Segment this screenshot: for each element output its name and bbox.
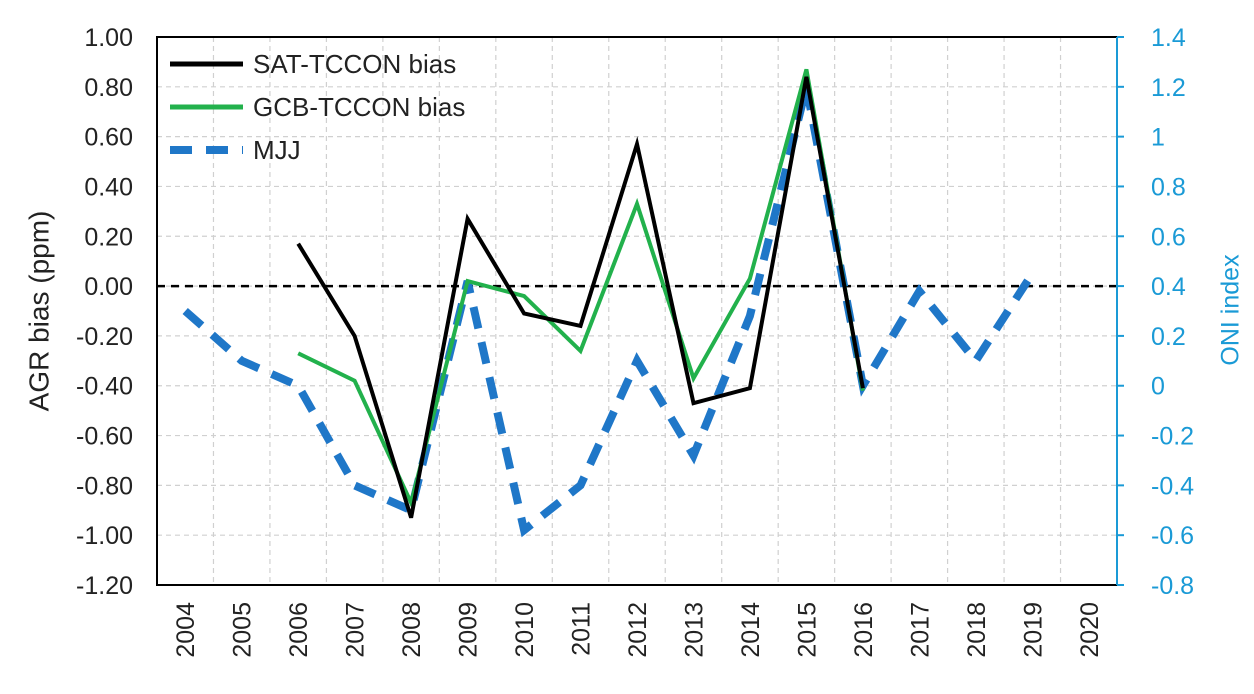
series-lines [182,68,1036,538]
x-tick-label: 2013 [680,602,708,658]
series-line-mjj [182,85,1036,538]
series-line-sat-tccon-bias [296,76,865,519]
left-axis-title: AGR bias (ppm) [23,211,54,412]
left-tick-label: 0.20 [84,223,133,251]
legend: SAT-TCCON bias GCB-TCCON bias MJJ [170,49,465,165]
x-tick-label: 2019 [1019,602,1047,658]
right-tick-label: -0.6 [1151,522,1194,550]
legend-label: SAT-TCCON bias [253,49,456,79]
x-tick-label: 2006 [285,602,313,658]
right-tick-label: -0.4 [1151,472,1194,500]
left-tick-label: 0.40 [84,173,133,201]
grid-lines [157,37,1117,585]
x-tick-label: 2020 [1076,602,1104,658]
right-tick-label: 0 [1151,373,1165,401]
right-tick-label: -0.8 [1151,572,1194,600]
x-tick-label: 2004 [172,602,200,658]
right-tick-label: 1.2 [1151,74,1186,102]
right-tick-label: -0.2 [1151,423,1194,451]
x-tick-label: 2017 [906,602,934,658]
x-tick-label: 2009 [455,602,483,658]
left-tick-label: 1.00 [84,24,133,52]
left-tick-label: -0.20 [76,323,133,351]
x-tick-label: 2005 [229,602,257,658]
legend-label: MJJ [253,135,301,165]
left-tick-label: 0.00 [84,273,133,301]
right-tick-label: 1.4 [1151,24,1186,52]
right-tick-label: 0.6 [1151,223,1186,251]
left-tick-label: -0.40 [76,373,133,401]
x-tick-label: 2016 [850,602,878,658]
left-tick-label: -0.60 [76,423,133,451]
right-tick-label: 0.8 [1151,173,1186,201]
left-tick-label: 0.80 [84,74,133,102]
x-tick-label: 2008 [398,602,426,658]
right-tick-label: 0.2 [1151,323,1186,351]
x-tick-label: 2012 [624,602,652,658]
left-tick-label: -1.20 [76,572,133,600]
right-axis-title: ONI index [1217,254,1245,366]
x-tick-label: 2011 [568,602,596,656]
left-tick-label: 0.60 [84,124,133,152]
left-tick-label: -0.80 [76,472,133,500]
left-tick-label: -1.00 [76,522,133,550]
x-tick-label: 2015 [793,602,821,658]
x-tick-label: 2007 [342,602,370,658]
legend-label: GCB-TCCON bias [253,92,465,122]
x-tick-label: 2014 [737,602,765,658]
x-tick-label: 2010 [511,602,539,658]
right-tick-label: 1 [1151,124,1165,152]
x-axis-ticks: 2004 2005 2006 2007 2008 2009 2010 2011 2012 2013… [172,602,1104,658]
left-axis-ticks: 1.00 0.80 0.60 0.40 0.20 0.00 -0.20 -0.40 -0.60 -… [76,24,133,600]
right-axis-ticks: 1.4 1.2 1 0.8 0.6 0.4 0.2 0 -0.2 -0.4 -0.6 -0.8 [1117,24,1194,600]
right-tick-label: 0.4 [1151,273,1186,301]
x-tick-label: 2018 [963,602,991,658]
